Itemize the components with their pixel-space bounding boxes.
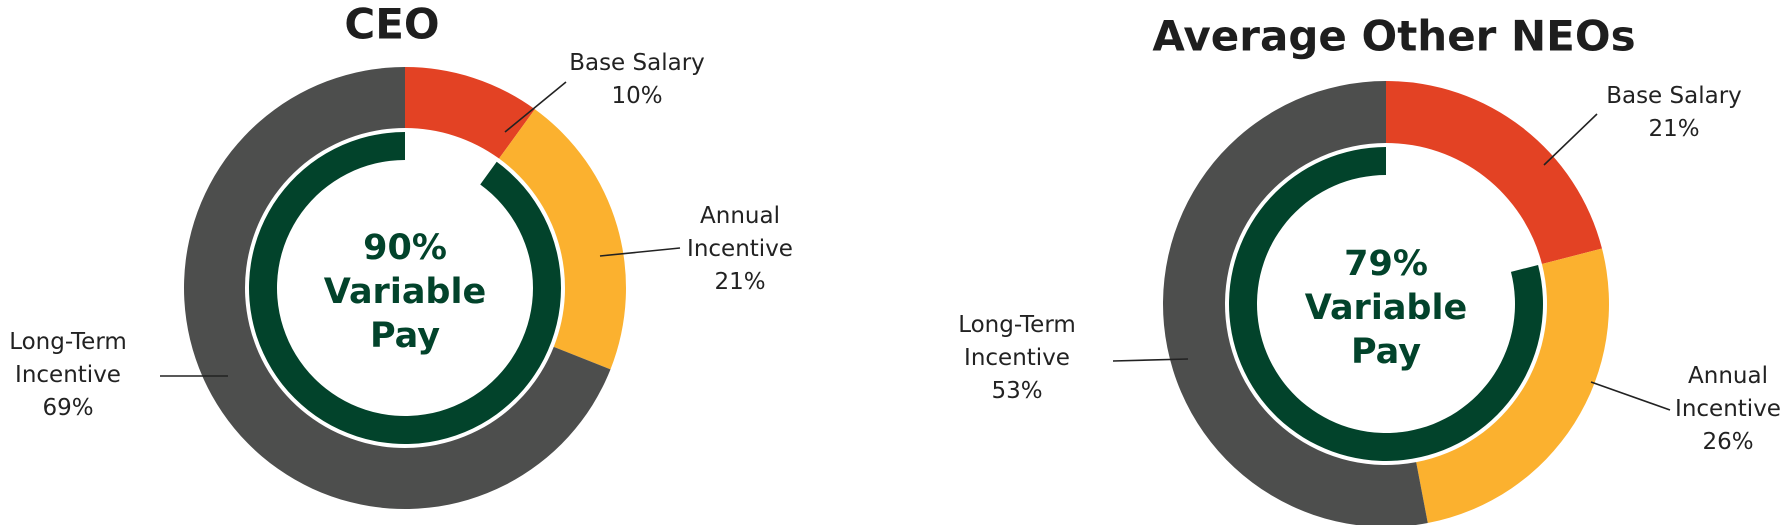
variable-pay-value: 79% (1344, 244, 1428, 284)
slice (405, 67, 535, 159)
value-label: 10% (611, 83, 663, 109)
slice (1163, 81, 1428, 525)
value-label: 21% (714, 269, 766, 295)
leader-line (1543, 113, 1598, 166)
variable-pay-value: 90% (363, 228, 447, 268)
chart-title: Average Other NEOs (1152, 11, 1636, 61)
category: Base Salary (1606, 83, 1742, 109)
slice (1386, 81, 1602, 264)
leader-line (504, 81, 567, 133)
slice-label: Annual Incentive 21% (670, 200, 810, 299)
slice (1416, 248, 1609, 524)
leader-line (599, 247, 681, 257)
value-label: 69% (42, 395, 94, 421)
leader-line (1112, 358, 1189, 362)
chart-title: CEO (344, 0, 440, 49)
slice (499, 109, 627, 370)
slice-label: Long-Term Incentive 69% (0, 326, 143, 425)
value-label: 53% (991, 378, 1043, 404)
center-label: 90% Variable Pay (320, 226, 490, 358)
slice-label: Annual Incentive 26% (1658, 360, 1786, 459)
slice-label: Base Salary 10% (537, 47, 737, 113)
value-label: 21% (1648, 116, 1700, 142)
value-label: 26% (1702, 429, 1754, 455)
variable-pay-text: Variable Pay (1304, 288, 1468, 372)
category: Long-Term Incentive (9, 329, 127, 388)
variable-pay-text: Variable Pay (323, 272, 487, 356)
category: Base Salary (569, 50, 705, 76)
center-label: 79% Variable Pay (1301, 242, 1471, 374)
leader-line (1590, 381, 1671, 411)
category: Annual Incentive (687, 203, 793, 262)
category: Annual Incentive (1675, 363, 1781, 422)
slice-label: Long-Term Incentive 53% (942, 309, 1092, 408)
category: Long-Term Incentive (958, 312, 1076, 371)
slice-label: Base Salary 21% (1574, 80, 1774, 146)
